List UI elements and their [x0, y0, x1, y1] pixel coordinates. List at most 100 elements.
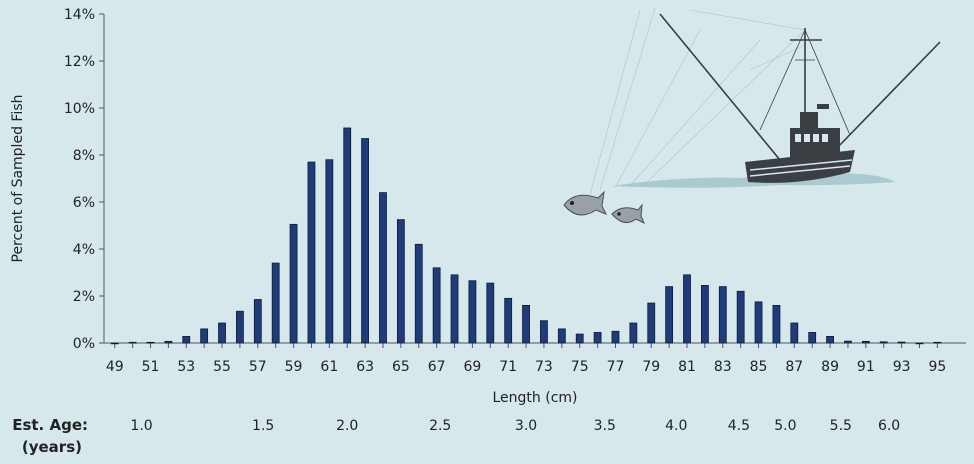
x-tick-label: 79 [642, 359, 660, 375]
y-tick-label: 8% [73, 148, 95, 164]
bar [683, 274, 691, 344]
bar [718, 286, 727, 344]
bar [736, 290, 745, 344]
bar [879, 341, 888, 344]
bar [915, 342, 924, 345]
bar [575, 333, 584, 344]
bar [289, 223, 298, 344]
bar [611, 330, 620, 344]
bar [146, 341, 155, 344]
bar [933, 341, 942, 344]
bar [808, 332, 817, 344]
x-tick-label: 87 [785, 359, 803, 375]
x-tick-label: 93 [893, 359, 911, 375]
bar [486, 282, 495, 344]
bar [665, 286, 674, 344]
x-tick-label: 89 [821, 359, 839, 375]
bar [236, 310, 244, 344]
age-label: 3.5 [594, 418, 616, 434]
bar [271, 262, 280, 344]
bar [361, 138, 370, 344]
x-axis: 49 51 53 55 57 59 61 63 65 67 69 71 73 75 77 79 81 83 85 87… [106, 343, 946, 375]
x-tick-label: 81 [678, 359, 696, 375]
bar [432, 267, 441, 344]
bar [540, 320, 548, 344]
x-tick-label: 95 [928, 359, 946, 375]
bar [861, 340, 870, 344]
bar [253, 299, 262, 344]
bar [772, 304, 781, 344]
age-axis: 1.0 1.5 2.0 2.5 3.0 3.5 4.0 4.5 5.0 5.5 6.0 [130, 418, 900, 434]
x-tick-label: 55 [213, 359, 231, 375]
x-tick-label: 83 [714, 359, 732, 375]
x-axis-title: Length (cm) [493, 390, 578, 406]
fishing-boat-icon [589, 7, 941, 196]
bar [826, 336, 834, 344]
bar [200, 328, 209, 344]
age-label: 1.5 [252, 418, 274, 434]
y-tick-label: 2% [73, 289, 95, 305]
age-label: 4.5 [728, 418, 750, 434]
x-tick-label: 63 [356, 359, 374, 375]
bar [218, 322, 226, 344]
y-tick-label: 4% [73, 242, 95, 258]
x-tick-label: 51 [142, 359, 160, 375]
bar [450, 274, 459, 344]
x-tick-label: 49 [106, 359, 124, 375]
bar [110, 342, 119, 345]
bar [396, 219, 405, 344]
x-tick-label: 61 [320, 359, 338, 375]
bar [325, 159, 334, 344]
y-tick-label: 12% [64, 54, 95, 70]
bar [504, 297, 513, 344]
bar [379, 192, 387, 344]
x-tick-label: 73 [535, 359, 553, 375]
bar [629, 322, 638, 344]
y-tick-label: 14% [64, 7, 95, 23]
bar [307, 161, 316, 344]
age-label: 5.0 [774, 418, 796, 434]
bar [754, 301, 763, 344]
x-tick-label: 57 [249, 359, 267, 375]
bar [522, 304, 530, 344]
bar [164, 340, 173, 344]
y-axis: 0% 2% 4% 6% 8% 10% 12% 14% [64, 7, 105, 352]
age-label: 4.0 [665, 418, 687, 434]
age-label: 3.0 [515, 418, 537, 434]
bar [182, 336, 191, 344]
x-tick-label: 69 [463, 359, 481, 375]
bar-series [110, 127, 942, 345]
bar [343, 127, 352, 344]
bar [790, 322, 799, 344]
age-label: 1.0 [130, 418, 152, 434]
x-tick-label: 75 [571, 359, 589, 375]
bar [593, 332, 602, 344]
bar [844, 340, 852, 344]
bar [897, 341, 906, 344]
bar [128, 341, 137, 344]
x-tick-label: 65 [392, 359, 410, 375]
age-label: 5.5 [830, 418, 852, 434]
y-tick-label: 0% [73, 336, 95, 352]
age-label: 6.0 [878, 418, 900, 434]
tuna-fish-icon [563, 190, 645, 225]
age-label: 2.0 [336, 418, 358, 434]
age-label: 2.5 [429, 418, 451, 434]
x-tick-label: 77 [607, 359, 625, 375]
bar [468, 280, 477, 344]
x-tick-label: 53 [177, 359, 195, 375]
age-axis-title: Est. Age: [12, 416, 88, 434]
bar [557, 328, 566, 344]
y-tick-label: 10% [64, 101, 95, 117]
bar [700, 285, 709, 344]
x-tick-label: 67 [428, 359, 446, 375]
x-tick-label: 91 [857, 359, 875, 375]
x-tick-label: 85 [750, 359, 768, 375]
x-tick-label: 71 [499, 359, 517, 375]
bar [414, 243, 423, 344]
y-axis-title: Percent of Sampled Fish [10, 95, 26, 263]
y-tick-label: 6% [73, 195, 95, 211]
age-axis-unit: (years) [22, 438, 82, 456]
x-tick-label: 59 [285, 359, 303, 375]
